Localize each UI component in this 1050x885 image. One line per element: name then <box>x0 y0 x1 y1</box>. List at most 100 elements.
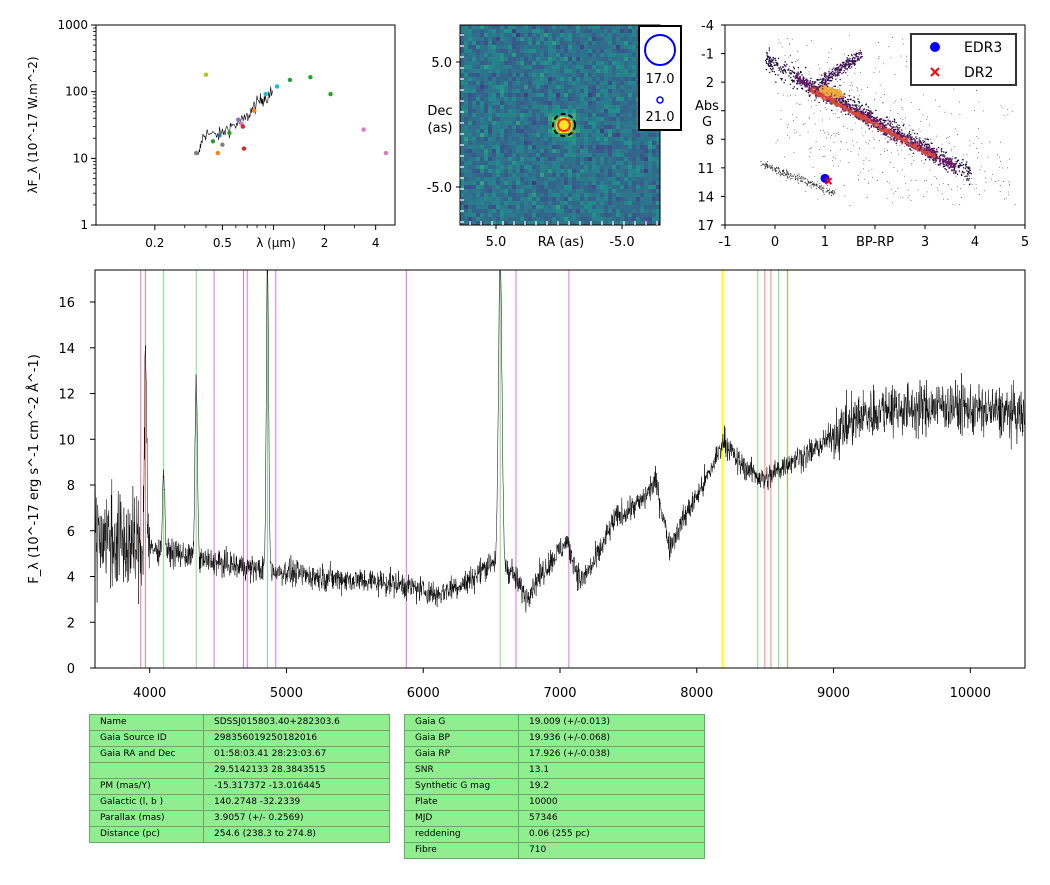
image-pixel <box>500 57 505 62</box>
hr-density-point <box>922 141 925 144</box>
image-pixel <box>508 125 513 130</box>
image-pixel <box>596 113 601 118</box>
hr-density-point <box>780 68 782 70</box>
hr-field-star <box>951 150 953 152</box>
hr-density-point <box>832 71 834 73</box>
image-pixel <box>628 141 633 146</box>
hr-density-point <box>953 162 955 165</box>
image-pixel <box>536 169 541 174</box>
image-pixel <box>528 97 533 102</box>
hr-field-star <box>845 141 847 143</box>
image-pixel <box>560 109 565 114</box>
image-pixel <box>576 113 581 118</box>
hr-density-point <box>865 116 868 119</box>
image-pixel <box>480 205 485 210</box>
hr-density-point <box>821 95 824 98</box>
image-pixel <box>624 129 629 134</box>
image-pixel <box>548 161 553 166</box>
image-pixel <box>588 189 593 194</box>
image-pixel <box>528 109 533 114</box>
hr-density-point <box>775 64 777 66</box>
image-pixel <box>552 85 557 90</box>
image-pixel <box>508 117 513 122</box>
image-pixel <box>536 181 541 186</box>
image-pixel <box>604 77 609 82</box>
image-pixel <box>520 193 525 198</box>
image-pixel <box>620 201 625 206</box>
hr-density-point <box>966 166 968 168</box>
hr-field-star <box>951 189 953 190</box>
image-pixel <box>464 29 469 34</box>
image-pixel <box>584 205 589 210</box>
image-pixel <box>528 193 533 198</box>
image-pixel <box>556 113 561 118</box>
image-pixel <box>612 165 617 170</box>
image-pixel <box>520 41 525 46</box>
hr-density-point <box>850 99 852 101</box>
hr-density-point <box>926 145 928 147</box>
hr-density-point <box>896 136 899 139</box>
image-pixel <box>504 117 509 122</box>
image-pixel <box>516 177 521 182</box>
image-pixel <box>548 49 553 54</box>
image-pixel <box>588 221 593 226</box>
image-pixel <box>632 89 637 94</box>
hr-density-point <box>768 49 770 51</box>
hr-density-point <box>818 83 820 86</box>
image-pixel <box>624 89 629 94</box>
hr-density-point <box>947 162 950 165</box>
hr-density-point <box>861 112 863 115</box>
sed-point-10 <box>241 146 247 151</box>
hr-field-star <box>867 143 869 145</box>
hr-density-point <box>861 104 863 107</box>
image-pixel <box>648 181 653 186</box>
image-pixel <box>464 93 469 98</box>
image-pixel <box>628 57 633 62</box>
image-pixel <box>528 89 533 94</box>
hr-density-point <box>885 133 888 136</box>
hr-density-point <box>828 76 830 79</box>
hr-density-point <box>868 118 871 121</box>
image-pixel <box>500 173 505 178</box>
image-pixel <box>556 185 561 190</box>
image-pixel <box>620 221 625 226</box>
hr-density-point <box>901 135 904 137</box>
image-pixel <box>628 169 633 174</box>
image-pixel <box>600 197 605 202</box>
image-pixel <box>552 161 557 166</box>
image-pixel <box>648 221 653 226</box>
image-pixel <box>528 125 533 130</box>
image-pixel <box>524 113 529 118</box>
image-pixel <box>596 65 601 70</box>
hr-density-point <box>827 90 831 94</box>
image-pixel <box>584 113 589 118</box>
hr-field-star <box>910 128 912 130</box>
image-pixel <box>552 125 557 130</box>
hr-field-star <box>829 68 831 70</box>
image-pixel <box>604 57 609 62</box>
image-pixel <box>512 137 517 142</box>
image-pixel <box>644 181 649 186</box>
hr-density-point <box>947 159 950 161</box>
image-pixel <box>520 173 525 178</box>
image-pixel <box>464 61 469 66</box>
hr-density-point <box>914 140 916 142</box>
image-pixel <box>536 197 541 202</box>
image-pixel <box>604 49 609 54</box>
image-pixel <box>532 161 537 166</box>
hr-density-point <box>961 171 963 173</box>
image-pixel <box>516 29 521 34</box>
image-pixel <box>520 161 525 166</box>
hr-density-point <box>889 131 892 134</box>
image-pixel <box>600 41 605 46</box>
image-pixel <box>584 221 589 226</box>
hr-density-point <box>937 151 939 153</box>
image-pixel <box>636 193 641 198</box>
image-pixel <box>568 53 573 58</box>
hr-density-point <box>896 125 898 127</box>
image-pixel <box>472 129 477 134</box>
hr-field-star <box>787 124 789 125</box>
image-pixel <box>612 185 617 190</box>
image-pixel <box>652 145 657 150</box>
image-pixel <box>592 101 597 106</box>
